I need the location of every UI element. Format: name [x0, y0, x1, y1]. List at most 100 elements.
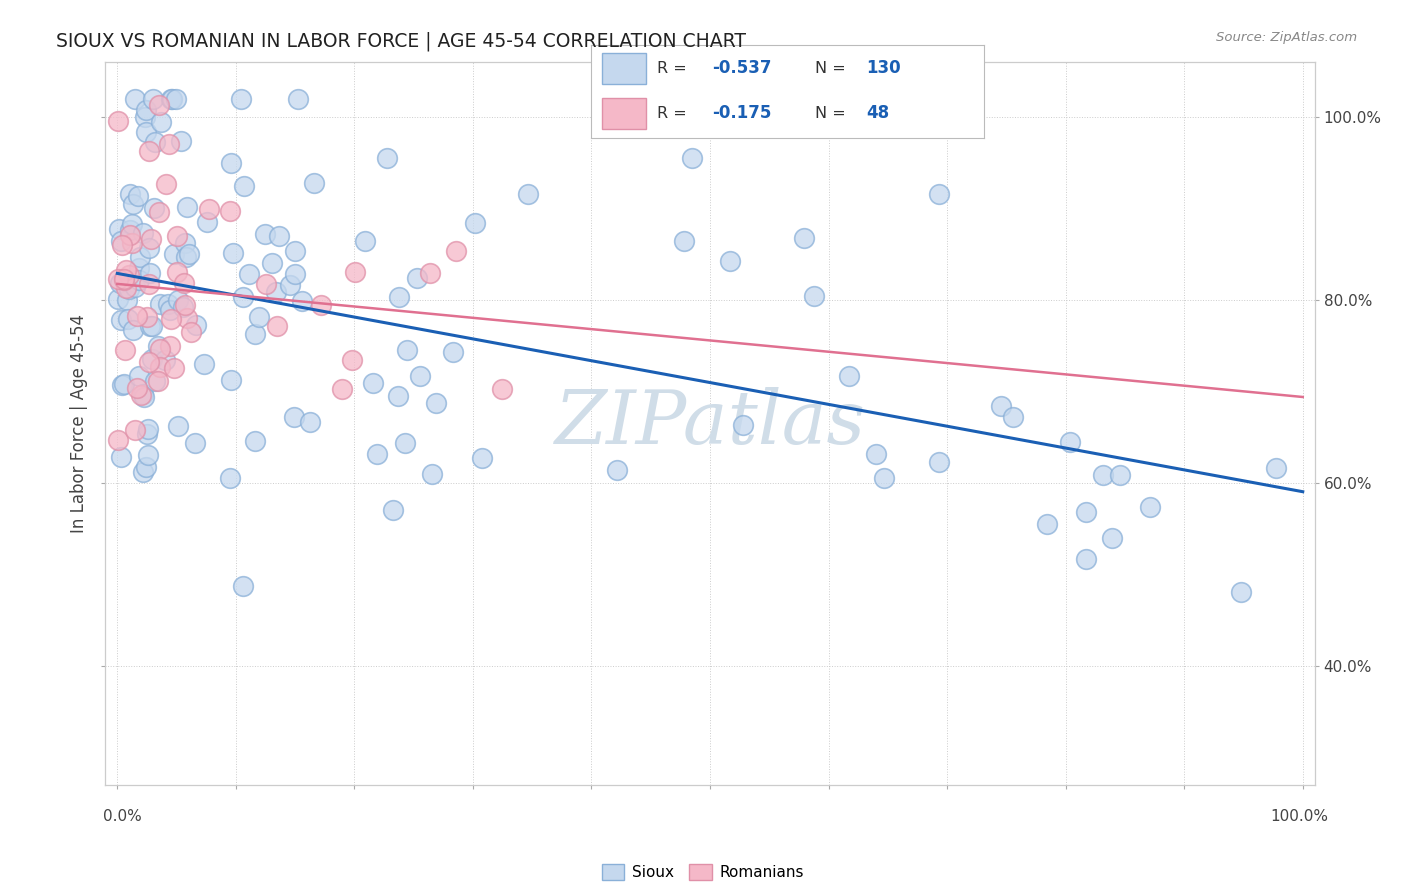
Point	[606, 463, 628, 477]
Point	[425, 395, 447, 409]
Text: R =: R =	[658, 61, 692, 76]
Point	[1101, 531, 1123, 545]
Point	[1229, 584, 1251, 599]
Point	[107, 113, 129, 128]
Point	[309, 298, 332, 312]
Point	[219, 156, 242, 170]
Point	[107, 272, 129, 286]
Point	[681, 152, 703, 166]
Point	[1059, 435, 1081, 450]
Point	[291, 294, 314, 309]
Point	[121, 235, 143, 250]
Point	[174, 298, 197, 312]
Point	[129, 250, 152, 264]
Point	[388, 290, 411, 304]
Point	[471, 451, 494, 466]
Point	[124, 92, 146, 106]
Point	[111, 377, 134, 392]
Point	[441, 344, 464, 359]
Legend: Sioux, Romanians: Sioux, Romanians	[602, 864, 804, 880]
Point	[160, 92, 183, 106]
Point	[1108, 467, 1130, 482]
Point	[128, 261, 150, 276]
Point	[148, 204, 170, 219]
Point	[108, 276, 131, 290]
Point	[124, 423, 146, 437]
Text: 0.0%: 0.0%	[103, 809, 142, 823]
Point	[138, 241, 160, 255]
Point	[128, 273, 150, 287]
Point	[160, 92, 183, 106]
Point	[517, 186, 540, 201]
Point	[394, 435, 416, 450]
Point	[267, 228, 290, 243]
Point	[149, 115, 172, 129]
Point	[114, 281, 136, 295]
Point	[176, 200, 198, 214]
Point	[183, 435, 205, 450]
Point	[127, 309, 149, 323]
Point	[131, 386, 153, 401]
Point	[419, 266, 441, 280]
Point	[173, 236, 195, 251]
Point	[117, 311, 139, 326]
Point	[673, 234, 696, 248]
Point	[118, 186, 141, 201]
Point	[177, 247, 200, 261]
Point	[222, 245, 245, 260]
Point	[733, 418, 755, 433]
Point	[157, 296, 180, 310]
Point	[146, 339, 169, 353]
Point	[838, 369, 860, 384]
Point	[148, 97, 170, 112]
Point	[141, 92, 163, 106]
Text: 100.0%: 100.0%	[1271, 809, 1329, 823]
Point	[107, 222, 129, 236]
Point	[873, 471, 896, 485]
Point	[122, 197, 145, 211]
Point	[1265, 460, 1288, 475]
Point	[170, 134, 193, 148]
Point	[253, 227, 276, 241]
Point	[110, 238, 132, 252]
Point	[117, 268, 139, 282]
Point	[115, 293, 138, 308]
Point	[298, 415, 321, 429]
Point	[153, 353, 176, 368]
Point	[139, 318, 162, 333]
Point	[139, 266, 162, 280]
Point	[124, 280, 146, 294]
Point	[387, 389, 409, 403]
Point	[409, 369, 432, 384]
Point	[184, 318, 207, 332]
Text: N =: N =	[815, 106, 851, 121]
Point	[284, 267, 307, 281]
Point	[166, 419, 188, 434]
Point	[249, 310, 271, 325]
Y-axis label: In Labor Force | Age 45-54: In Labor Force | Age 45-54	[70, 314, 89, 533]
Point	[803, 288, 825, 302]
Point	[928, 455, 950, 469]
Point	[165, 92, 187, 106]
Point	[135, 460, 157, 475]
Point	[163, 361, 186, 376]
Point	[420, 467, 443, 481]
Point	[132, 226, 155, 240]
Point	[138, 144, 160, 158]
Point	[1001, 410, 1024, 425]
Point	[243, 434, 266, 448]
Point	[107, 293, 129, 307]
Text: N =: N =	[815, 61, 851, 76]
Point	[149, 297, 172, 311]
Text: Source: ZipAtlas.com: Source: ZipAtlas.com	[1216, 31, 1357, 45]
Point	[110, 234, 132, 248]
Point	[143, 375, 166, 389]
Point	[193, 357, 215, 371]
Point	[107, 433, 129, 447]
Point	[112, 272, 135, 286]
Point	[149, 360, 172, 375]
Point	[344, 265, 367, 279]
Point	[138, 277, 160, 291]
Point	[990, 400, 1012, 414]
Point	[110, 313, 132, 327]
